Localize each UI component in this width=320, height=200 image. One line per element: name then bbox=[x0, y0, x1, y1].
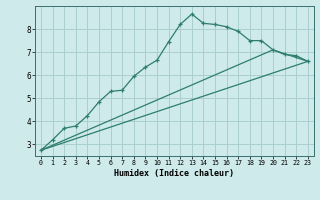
X-axis label: Humidex (Indice chaleur): Humidex (Indice chaleur) bbox=[115, 169, 235, 178]
